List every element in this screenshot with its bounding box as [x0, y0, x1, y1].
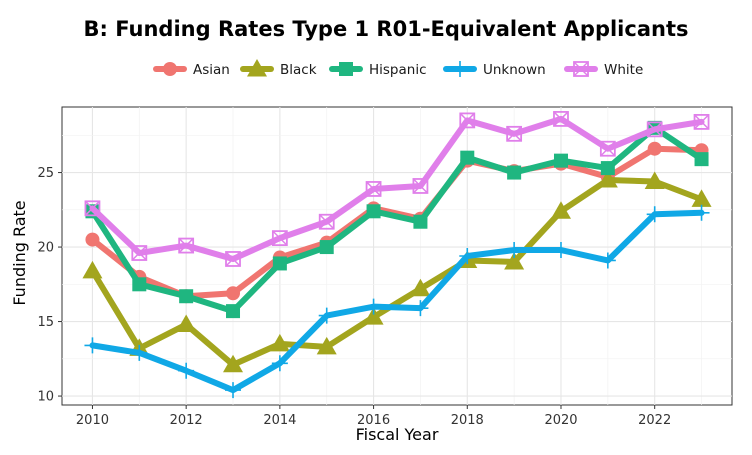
data-point-black: [269, 333, 290, 352]
x-axis-title: Fiscal Year: [356, 425, 439, 444]
y-axis-title: Funding Rate: [10, 200, 29, 305]
axis-ticks: 2010 2012 2014 2016 2018 2020 2022 10 15 20 25: [37, 166, 671, 428]
y-tick-label: 20: [37, 241, 54, 256]
legend-label-asian: Asian: [193, 62, 230, 78]
data-point-white: [693, 114, 710, 130]
x-tick-label: 2014: [263, 413, 296, 428]
series-layer: [82, 111, 712, 399]
data-point-white: [412, 178, 429, 194]
data-point-unknown: [412, 300, 429, 317]
data-point-hispanic: [179, 289, 194, 304]
data-point-black: [691, 189, 712, 207]
data-point-unknown: [506, 242, 523, 259]
x-tick-label: 2016: [357, 413, 390, 428]
data-point-white: [365, 181, 382, 197]
data-point-hispanic: [694, 152, 709, 167]
data-point-unknown: [459, 248, 476, 264]
data-point-white: [131, 245, 148, 261]
data-point-white: [178, 237, 195, 254]
legend-label-unknown: Unknown: [483, 62, 546, 78]
series-white: [84, 111, 710, 267]
data-point-white: [553, 111, 569, 127]
legend-marker-black: [247, 59, 267, 77]
data-point-unknown: [131, 344, 148, 361]
y-tick-label: 10: [37, 390, 54, 405]
x-tick-label: 2020: [544, 413, 577, 428]
legend-label-white: White: [604, 62, 643, 78]
legend-marker-hispanic: [339, 62, 353, 76]
data-point-white: [225, 251, 241, 267]
data-point-hispanic: [226, 304, 241, 319]
data-point-black: [316, 336, 337, 355]
data-point-asian: [85, 232, 100, 247]
data-point-unknown: [178, 362, 195, 379]
x-tick-label: 2018: [451, 413, 484, 428]
data-point-hispanic: [319, 240, 334, 255]
y-tick-label: 15: [37, 315, 54, 330]
series-line-hispanic: [89, 124, 705, 315]
legend-item-hispanic: Hispanic: [329, 62, 427, 78]
data-point-black: [504, 251, 525, 270]
series-unknown: [84, 204, 710, 399]
data-point-asian: [226, 286, 241, 301]
data-point-hispanic: [460, 150, 475, 165]
data-point-black: [410, 278, 431, 297]
legend-item-black: Black: [240, 59, 317, 78]
data-point-black: [176, 314, 197, 333]
data-point-unknown: [552, 242, 569, 259]
data-point-unknown: [84, 337, 101, 354]
data-point-unknown: [599, 252, 616, 269]
chart-title: B: Funding Rates Type 1 R01-Equivalent A…: [84, 17, 689, 41]
legend-marker-white: [573, 61, 589, 77]
legend: Asian Black Hispanic Unknown White: [153, 59, 643, 78]
data-point-white: [318, 213, 335, 230]
data-point-hispanic: [507, 165, 522, 180]
data-point-unknown: [318, 307, 335, 324]
data-point-white: [84, 200, 101, 217]
legend-marker-asian: [163, 62, 177, 76]
data-point-hispanic: [600, 161, 615, 176]
series-line-unknown: [89, 209, 705, 394]
series-black: [82, 170, 712, 373]
data-point-white: [459, 112, 476, 129]
data-point-black: [363, 307, 384, 325]
data-point-hispanic: [553, 153, 568, 168]
data-point-unknown: [225, 382, 242, 399]
data-point-unknown: [646, 206, 663, 223]
data-point-white: [506, 125, 523, 142]
legend-marker-unknown: [452, 61, 468, 77]
data-point-unknown: [271, 355, 288, 372]
legend-item-white: White: [564, 61, 643, 78]
data-point-hispanic: [413, 214, 428, 229]
x-tick-label: 2012: [170, 413, 203, 428]
x-tick-label: 2022: [638, 413, 671, 428]
data-point-white: [271, 230, 288, 247]
legend-label-black: Black: [280, 62, 317, 78]
data-point-hispanic: [366, 204, 381, 219]
legend-item-unknown: Unknown: [443, 61, 546, 78]
legend-label-hispanic: Hispanic: [369, 62, 427, 78]
data-point-black: [223, 354, 244, 373]
data-point-asian: [647, 141, 662, 156]
data-point-black: [82, 260, 103, 279]
data-point-black: [644, 171, 665, 189]
data-point-black: [550, 201, 571, 219]
data-point-hispanic: [272, 256, 287, 271]
data-point-white: [646, 121, 663, 138]
data-point-white: [599, 140, 616, 157]
data-point-unknown: [365, 298, 382, 315]
data-point-black: [597, 170, 618, 188]
data-point-hispanic: [132, 277, 147, 292]
y-tick-label: 25: [37, 166, 54, 181]
x-tick-label: 2010: [76, 413, 109, 428]
data-point-unknown: [693, 204, 710, 221]
legend-item-asian: Asian: [153, 62, 230, 78]
